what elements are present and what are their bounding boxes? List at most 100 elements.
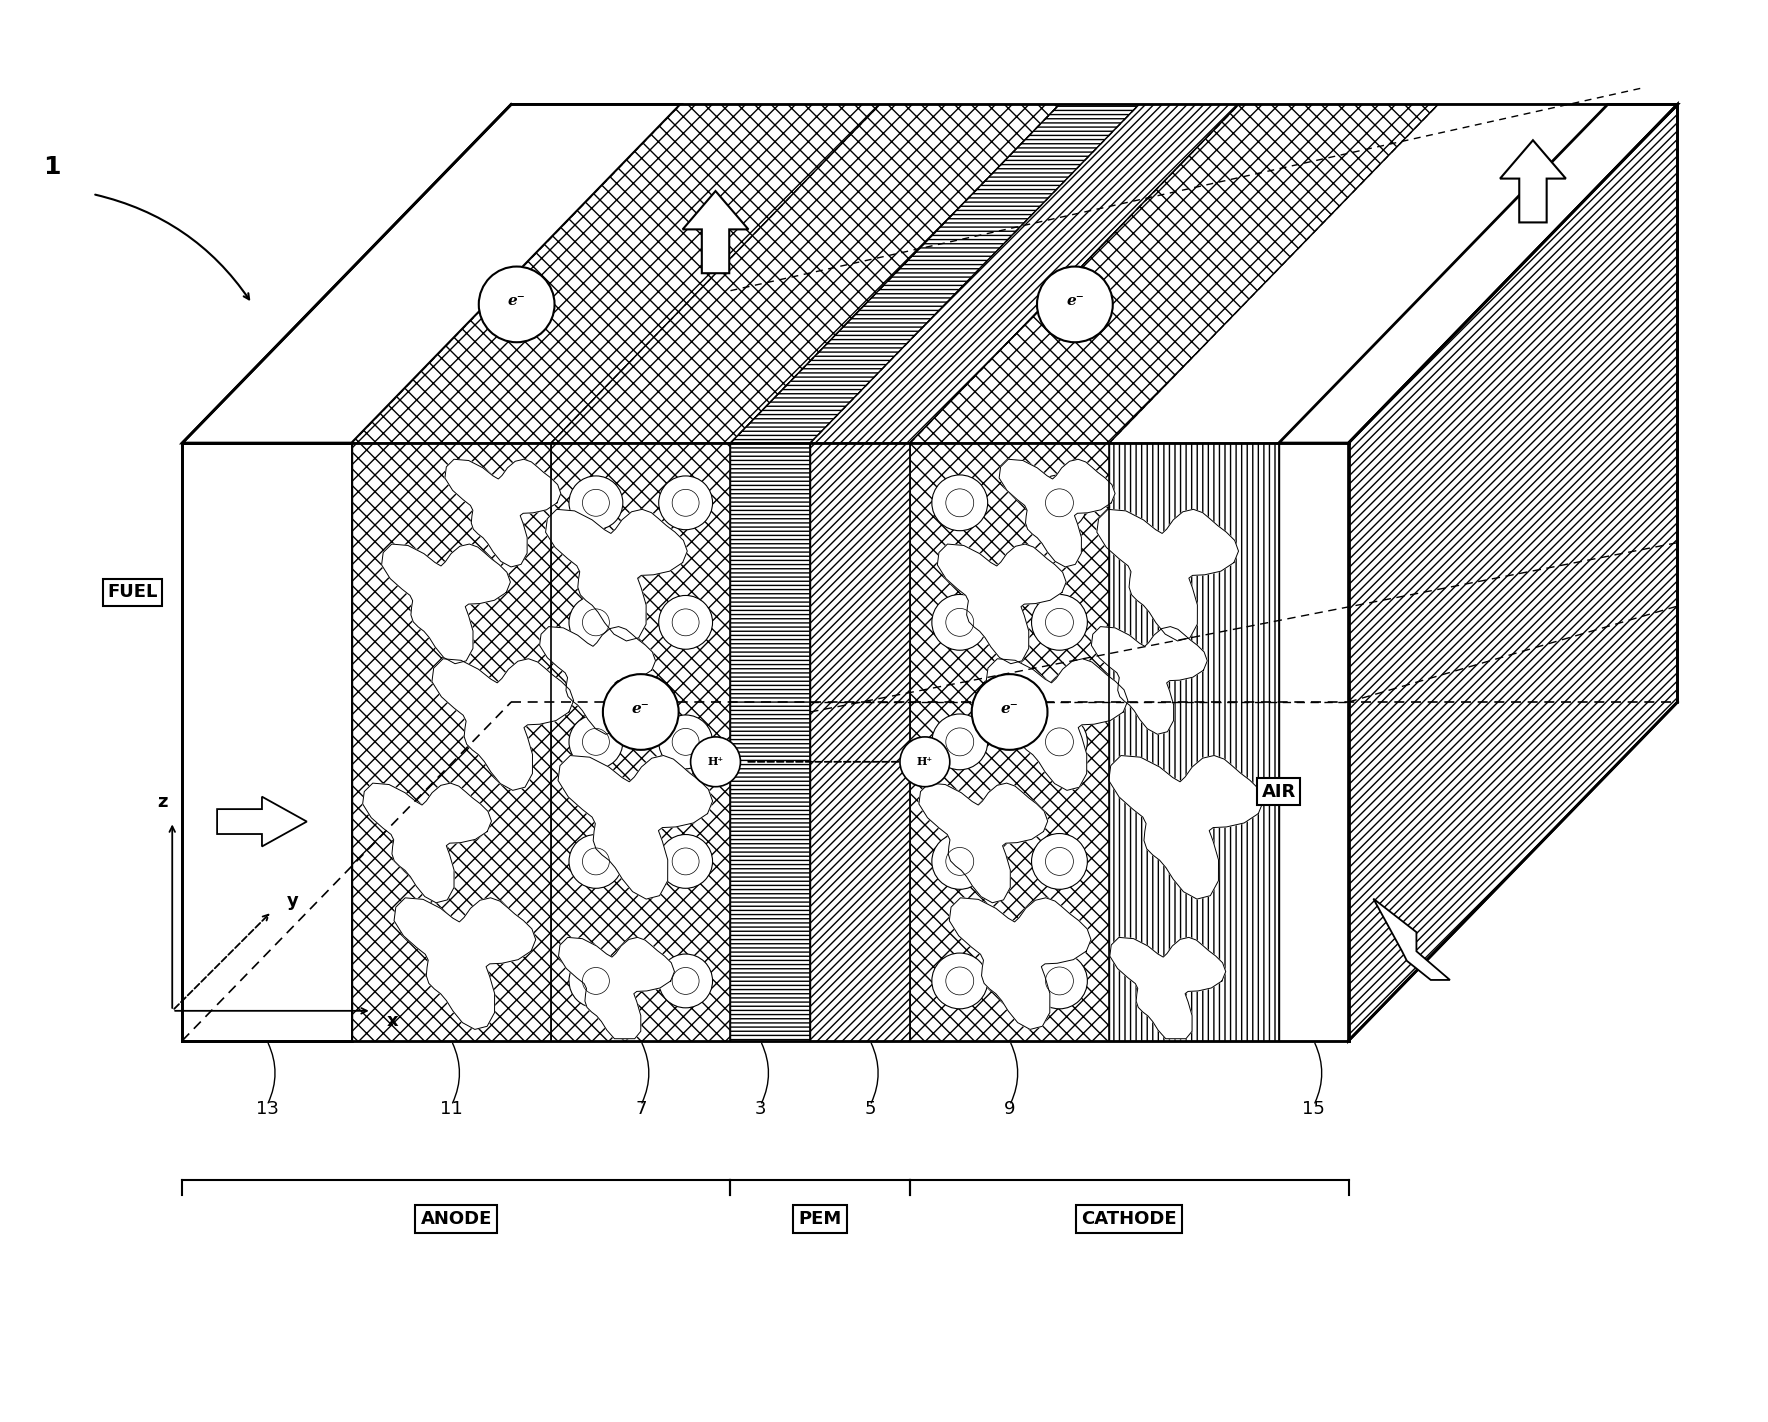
- Polygon shape: [182, 444, 352, 1041]
- Text: AIR: AIR: [1262, 782, 1296, 801]
- Text: 7: 7: [635, 1101, 647, 1119]
- Text: e⁻: e⁻: [1001, 702, 1018, 717]
- Text: e⁻: e⁻: [507, 294, 525, 309]
- Circle shape: [1031, 953, 1087, 1008]
- Circle shape: [659, 954, 713, 1008]
- Circle shape: [1045, 728, 1073, 757]
- Polygon shape: [362, 784, 492, 903]
- Circle shape: [1038, 266, 1112, 343]
- Circle shape: [1031, 475, 1087, 530]
- Polygon shape: [682, 191, 748, 273]
- Circle shape: [672, 967, 698, 994]
- Text: 13: 13: [256, 1101, 278, 1119]
- Polygon shape: [1499, 141, 1566, 222]
- Circle shape: [582, 967, 610, 994]
- Polygon shape: [1091, 627, 1208, 734]
- Polygon shape: [559, 937, 674, 1038]
- Circle shape: [672, 609, 698, 636]
- Circle shape: [659, 835, 713, 889]
- Polygon shape: [1109, 755, 1264, 899]
- Polygon shape: [182, 104, 681, 444]
- Text: 15: 15: [1303, 1101, 1324, 1119]
- Polygon shape: [552, 444, 730, 1041]
- Text: H⁺: H⁺: [707, 757, 723, 768]
- Text: 11: 11: [440, 1101, 463, 1119]
- Circle shape: [932, 953, 988, 1008]
- Text: e⁻: e⁻: [1066, 294, 1084, 309]
- Circle shape: [582, 609, 610, 636]
- Text: 5: 5: [865, 1101, 875, 1119]
- Polygon shape: [1374, 899, 1450, 980]
- Text: CATHODE: CATHODE: [1082, 1210, 1177, 1229]
- Circle shape: [672, 848, 698, 875]
- Circle shape: [946, 967, 974, 995]
- Polygon shape: [911, 444, 1109, 1041]
- Polygon shape: [352, 104, 880, 444]
- Circle shape: [691, 737, 741, 786]
- Circle shape: [569, 954, 622, 1008]
- Polygon shape: [810, 104, 1239, 444]
- Polygon shape: [987, 658, 1128, 791]
- Circle shape: [479, 266, 555, 343]
- Polygon shape: [730, 104, 1139, 444]
- Polygon shape: [1278, 444, 1349, 1041]
- Polygon shape: [949, 897, 1091, 1030]
- Text: FUEL: FUEL: [108, 583, 157, 602]
- Circle shape: [569, 715, 622, 769]
- Circle shape: [672, 489, 698, 516]
- Circle shape: [1031, 594, 1087, 650]
- Circle shape: [1045, 967, 1073, 995]
- Circle shape: [659, 596, 713, 650]
- Polygon shape: [1349, 104, 1678, 1041]
- Polygon shape: [999, 459, 1116, 567]
- Polygon shape: [730, 444, 810, 1041]
- Polygon shape: [1278, 104, 1678, 444]
- Text: x: x: [387, 1012, 398, 1030]
- Circle shape: [900, 737, 949, 786]
- Polygon shape: [539, 627, 656, 734]
- Polygon shape: [546, 509, 688, 641]
- Circle shape: [1045, 609, 1073, 636]
- Circle shape: [946, 728, 974, 757]
- Circle shape: [972, 674, 1047, 749]
- Polygon shape: [1109, 444, 1278, 1041]
- Circle shape: [932, 475, 988, 530]
- Text: 3: 3: [755, 1101, 766, 1119]
- Circle shape: [946, 489, 974, 516]
- Circle shape: [569, 476, 622, 530]
- Polygon shape: [1109, 104, 1607, 444]
- Text: H⁺: H⁺: [918, 757, 934, 768]
- Polygon shape: [552, 444, 730, 1041]
- Text: PEM: PEM: [799, 1210, 842, 1229]
- Text: ANODE: ANODE: [421, 1210, 492, 1229]
- Polygon shape: [394, 897, 536, 1030]
- Circle shape: [946, 609, 974, 636]
- Circle shape: [932, 833, 988, 889]
- Circle shape: [582, 728, 610, 755]
- Circle shape: [946, 848, 974, 876]
- Circle shape: [659, 476, 713, 530]
- Circle shape: [569, 835, 622, 889]
- Circle shape: [582, 848, 610, 875]
- Polygon shape: [911, 444, 1109, 1041]
- Polygon shape: [911, 104, 1437, 444]
- Polygon shape: [431, 658, 573, 791]
- Polygon shape: [446, 459, 560, 567]
- Polygon shape: [552, 104, 1059, 444]
- Circle shape: [659, 715, 713, 769]
- Circle shape: [582, 489, 610, 516]
- Circle shape: [1045, 489, 1073, 516]
- Text: y: y: [286, 892, 299, 910]
- Text: 1: 1: [42, 155, 60, 179]
- Polygon shape: [217, 796, 308, 846]
- Circle shape: [1031, 714, 1087, 769]
- Polygon shape: [1110, 937, 1225, 1038]
- Polygon shape: [1096, 509, 1239, 641]
- Polygon shape: [382, 545, 511, 664]
- Text: e⁻: e⁻: [631, 702, 649, 717]
- Circle shape: [932, 594, 988, 650]
- Circle shape: [672, 728, 698, 755]
- Polygon shape: [937, 545, 1066, 664]
- Circle shape: [603, 674, 679, 749]
- Circle shape: [932, 714, 988, 769]
